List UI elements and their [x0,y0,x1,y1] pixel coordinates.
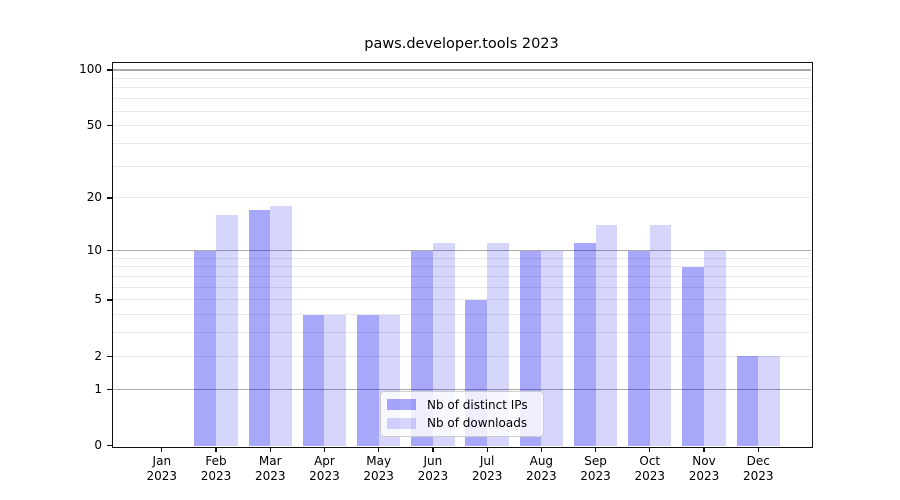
legend-item-distinct-ips: Nb of distinct IPs [387,397,538,413]
x-tick-mark [594,447,597,453]
legend-label-downloads: Nb of downloads [427,416,528,431]
y-tick-mark [106,388,113,391]
minor-gridline [113,197,811,199]
legend: Nb of distinct IPs Nb of downloads [380,391,544,437]
x-tick-label: Sep 2023 [580,453,611,484]
bar-distinct-ips [736,356,759,446]
legend-item-downloads: Nb of downloads [387,415,538,431]
minor-gridline [113,314,811,316]
legend-swatch-downloads [387,417,416,429]
x-tick-mark [432,447,434,453]
y-tick-label: 5 [94,292,102,307]
minor-gridline [113,87,811,89]
x-tick-mark [486,447,488,453]
minor-gridline [113,266,811,268]
bar-distinct-ips [573,243,596,446]
x-tick-label: Dec 2023 [742,453,774,484]
minor-gridline [113,275,811,277]
x-tick-label: Aug 2023 [526,453,557,484]
legend-swatch-distinct-ips [387,399,416,411]
y-tick-label: 10 [86,243,102,258]
bar-downloads [324,314,347,446]
y-tick-label: 0 [94,438,102,453]
x-tick-mark [269,447,271,453]
bar-downloads [704,250,726,446]
x-tick-mark [323,447,326,453]
bar-downloads [541,250,564,446]
x-tick-label: Apr 2023 [309,453,340,484]
minor-gridline [113,77,811,79]
y-tick-mark [106,197,113,199]
legend-label-distinct-ips: Nb of distinct IPs [427,397,528,412]
y-tick-label: 50 [86,118,102,133]
bar-downloads [595,225,618,446]
bar-distinct-ips [194,250,216,446]
bar-downloads [758,356,780,446]
minor-gridline [113,142,811,144]
y-tick-mark [106,249,113,252]
x-tick-mark [215,447,217,453]
x-tick-mark [703,447,705,453]
y-tick-mark [106,445,113,447]
x-tick-label: Mar 2023 [254,453,286,484]
x-tick-mark [161,447,163,453]
bar-downloads [216,215,238,446]
x-tick-label: Feb 2023 [200,453,232,484]
minor-gridline [113,299,811,301]
bar-distinct-ips [682,266,704,446]
minor-gridline [113,110,811,112]
bar-downloads [649,225,672,446]
minor-gridline [113,257,811,259]
major-gridline [113,388,811,391]
x-tick-mark [378,447,380,453]
x-tick-label: Jan 2023 [146,453,178,484]
major-gridline [113,249,811,252]
x-tick-label: Oct 2023 [634,453,666,484]
x-tick-label: Nov 2023 [688,453,720,484]
y-tick-label: 100 [79,62,102,77]
plot-area [111,61,813,448]
major-gridline [113,69,811,71]
y-tick-label: 1 [94,381,102,396]
y-tick-mark [106,355,113,358]
x-tick-mark [649,447,651,453]
x-tick-label: Jun 2023 [417,453,449,484]
x-tick-label: Jul 2023 [471,453,503,484]
y-tick-mark [106,125,113,127]
minor-gridline [113,332,811,334]
x-tick-mark [540,447,543,453]
bar-downloads [270,206,292,446]
chart-title: paws.developer.tools 2023 [364,36,559,52]
minor-gridline [113,286,811,288]
y-tick-mark [106,69,113,71]
bar-distinct-ips [356,314,379,446]
y-tick-label: 20 [86,190,102,205]
bar-distinct-ips [248,210,271,446]
y-tick-label: 2 [94,348,102,363]
minor-gridline [113,355,811,357]
minor-gridline [113,98,811,100]
x-tick-label: May 2023 [363,453,394,484]
minor-gridline [113,165,811,167]
y-tick-mark [106,299,113,301]
bar-distinct-ips [302,314,325,446]
x-tick-mark [757,447,759,453]
minor-gridline [113,125,811,127]
bar-distinct-ips [628,250,650,446]
